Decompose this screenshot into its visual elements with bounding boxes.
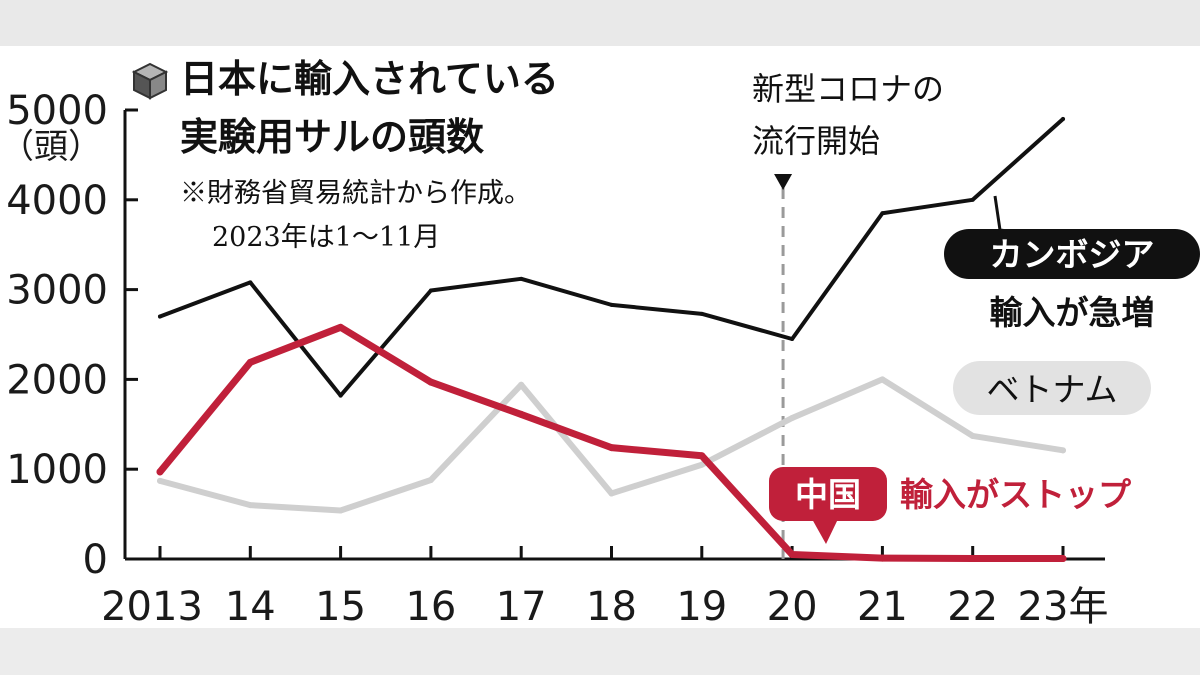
x-tick-label: 16 [405, 584, 456, 630]
y-axis-ticks: 0 1000 2000 3000 4000 5000 [6, 88, 138, 583]
data-point [608, 490, 615, 497]
data-point [880, 211, 885, 216]
source-note-line-2: 2023年は1～11月 [212, 222, 440, 253]
vietnam-tag-label: ベトナム [986, 370, 1117, 409]
x-axis-ticks: 2013 14 15 16 17 18 19 20 21 22 23年 [101, 546, 1108, 630]
x-tick-label: 21 [857, 584, 908, 630]
cambodia-annotation: カンボジア 輸入が急増 [944, 195, 1200, 332]
data-point [518, 381, 525, 388]
data-point [970, 197, 975, 202]
data-point [247, 502, 254, 509]
data-point [789, 415, 796, 422]
data-point [428, 288, 433, 293]
china-tag [769, 467, 887, 521]
event-arrow-icon [774, 174, 793, 190]
y-tick-label: 5000 [6, 88, 108, 134]
data-point [246, 358, 254, 366]
data-point [879, 376, 886, 383]
series-lines [156, 116, 1067, 563]
data-point [1060, 447, 1066, 454]
data-point [698, 452, 706, 460]
data-point [969, 432, 976, 439]
y-tick-label: 3000 [6, 268, 108, 314]
data-point [338, 393, 343, 398]
series-line-2 [156, 323, 1067, 563]
cambodia-tag-label: カンボジア [990, 235, 1155, 274]
data-point [790, 336, 795, 341]
data-point [1059, 555, 1067, 563]
data-point [609, 302, 614, 307]
chart-title-line-2: 実験用サルの頭数 [180, 115, 484, 159]
x-tick-label: 17 [496, 584, 547, 630]
x-tick-label: 15 [315, 584, 366, 630]
cambodia-note: 輸入が急増 [990, 293, 1155, 332]
cube-icon [131, 62, 169, 100]
data-point [517, 410, 525, 418]
y-tick-label: 2000 [6, 357, 108, 403]
data-point [157, 477, 163, 484]
vietnam-annotation: ベトナム [953, 361, 1151, 415]
data-point [427, 378, 435, 386]
event-label-line-2: 流行開始 [752, 122, 880, 160]
data-point [608, 444, 615, 452]
data-point [337, 507, 344, 514]
data-point [698, 461, 705, 468]
china-tag-pointer [812, 519, 838, 544]
x-tick-label: 19 [676, 584, 727, 630]
x-tick-label: 23年 [1018, 584, 1109, 630]
y-unit-label: （頭） [0, 127, 102, 167]
x-tick-label: 18 [586, 584, 637, 630]
data-point [248, 280, 253, 285]
data-point [427, 476, 434, 483]
cambodia-tag [944, 229, 1200, 279]
data-point [1061, 116, 1065, 121]
x-tick-label: 2013 [101, 584, 203, 630]
china-annotation: 中国 輸入がストップ [769, 467, 1132, 544]
series-line-0 [158, 116, 1065, 398]
china-note: 輸入がストップ [900, 475, 1132, 514]
source-note-line-1: ※財務省貿易統計から作成。 [180, 178, 531, 209]
cambodia-pointer [993, 195, 1016, 234]
y-tick-label: 4000 [6, 178, 108, 224]
data-point [156, 468, 164, 476]
data-point [788, 551, 796, 559]
top-band [0, 0, 1200, 46]
event-label-line-1: 新型コロナの [752, 70, 944, 108]
data-point [158, 314, 162, 319]
data-point [878, 554, 886, 562]
data-point [337, 323, 345, 331]
data-point [519, 276, 524, 281]
vietnam-tag [953, 361, 1151, 415]
y-tick-label: 0 [83, 537, 108, 583]
data-point [699, 311, 704, 316]
x-tick-label: 14 [225, 584, 276, 630]
china-tag-label: 中国 [795, 475, 861, 514]
bottom-band [0, 628, 1200, 675]
chart-title-line-1: 日本に輸入されている [180, 57, 559, 101]
x-tick-label: 22 [947, 584, 998, 630]
y-tick-label: 1000 [6, 447, 108, 493]
data-point [969, 555, 977, 563]
x-tick-label: 20 [767, 584, 818, 630]
